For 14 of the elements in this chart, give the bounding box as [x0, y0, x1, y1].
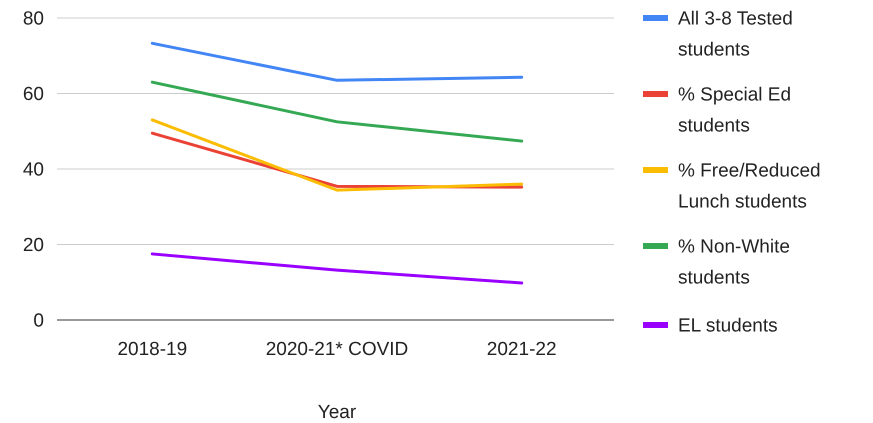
- x-axis-title: Year: [318, 402, 357, 423]
- x-tick-label: 2018-19: [117, 339, 188, 360]
- legend-label: % Non-White students: [678, 236, 790, 289]
- x-tick-label: 2020-21* COVID: [266, 339, 408, 360]
- legend-label: All 3-8 Tested students: [678, 8, 793, 61]
- y-tick-label: 60: [22, 84, 44, 106]
- legend-label: EL students: [678, 316, 778, 337]
- y-tick-label: 20: [22, 235, 44, 256]
- y-tick-label: 40: [22, 160, 44, 181]
- legend-label: % Free/Reduced Lunch students: [678, 160, 821, 213]
- y-tick-label: 0: [33, 310, 44, 332]
- legend-label: % Special Ed students: [678, 84, 792, 137]
- y-tick-label: 80: [22, 8, 44, 30]
- x-tick-label: 2021-22: [486, 339, 557, 360]
